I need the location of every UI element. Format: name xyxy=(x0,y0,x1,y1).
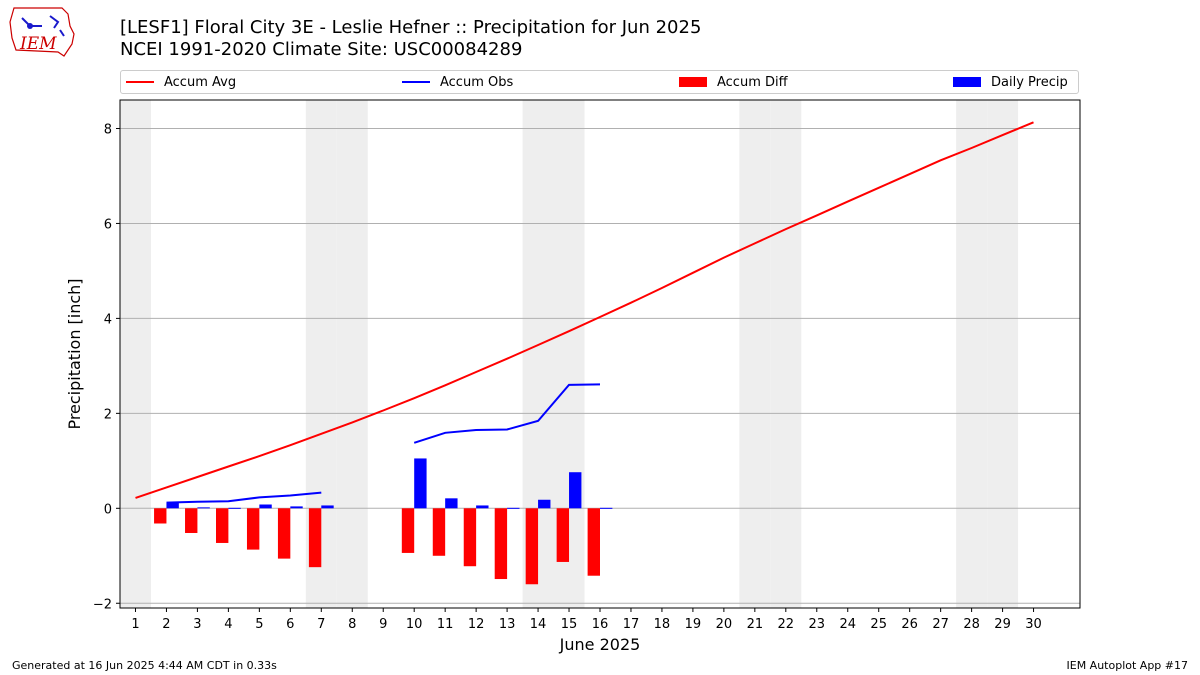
x-tick-label: 20 xyxy=(716,617,733,632)
daily-precip-bar xyxy=(228,507,241,509)
daily-precip-bar xyxy=(445,498,458,509)
x-tick-label: 29 xyxy=(994,617,1011,632)
x-tick-label: 11 xyxy=(437,617,454,632)
y-tick-label: 8 xyxy=(104,122,112,137)
weekend-band xyxy=(987,100,1019,608)
x-tick-label: 9 xyxy=(379,617,387,632)
legend-key xyxy=(126,81,154,83)
generated-timestamp: Generated at 16 Jun 2025 4:44 AM CDT in … xyxy=(12,659,277,672)
x-tick-label: 21 xyxy=(747,617,764,632)
daily-precip-bar xyxy=(569,472,582,509)
weekend-band xyxy=(739,100,771,608)
x-tick-label: 30 xyxy=(1025,617,1042,632)
accum-diff-bar xyxy=(432,508,446,556)
legend-key xyxy=(679,77,707,87)
x-tick-label: 22 xyxy=(778,617,795,632)
x-tick-label: 14 xyxy=(530,617,547,632)
x-tick-label: 6 xyxy=(286,617,294,632)
x-tick-label: 15 xyxy=(561,617,578,632)
x-tick-label: 19 xyxy=(685,617,702,632)
x-tick-label: 27 xyxy=(932,617,949,632)
weekend-band xyxy=(120,100,151,608)
x-tick-label: 23 xyxy=(809,617,826,632)
svg-text:IEM: IEM xyxy=(19,34,57,54)
weekend-band xyxy=(956,100,988,608)
x-tick-label: 2 xyxy=(162,617,170,632)
legend-label: Accum Avg xyxy=(164,74,237,90)
y-tick-label: 2 xyxy=(104,407,112,422)
accum-diff-bar xyxy=(277,508,291,559)
daily-precip-bar xyxy=(197,507,210,509)
chart-legend: Accum Avg Accum Obs Accum Diff Daily Precip xyxy=(120,70,1079,94)
accum-obs-line xyxy=(413,383,601,444)
accum-avg-line xyxy=(135,121,1034,499)
daily-precip-bar xyxy=(166,502,179,509)
legend-key xyxy=(402,81,430,83)
accum-diff-bar xyxy=(401,508,415,553)
accum-diff-bar xyxy=(185,508,198,533)
weekend-band xyxy=(770,100,802,608)
x-tick-label: 17 xyxy=(623,617,640,632)
legend-item: Daily Precip xyxy=(953,71,1068,93)
daily-precip-bar xyxy=(476,505,489,509)
x-tick-label: 24 xyxy=(839,617,856,632)
x-tick-label: 4 xyxy=(224,617,232,632)
chart-subtitle: NCEI 1991-2020 Climate Site: USC00084289 xyxy=(120,39,523,60)
accum-diff-bar xyxy=(154,508,167,524)
daily-precip-bar xyxy=(321,505,334,509)
x-tick-label: 5 xyxy=(255,617,263,632)
plot-frame xyxy=(119,99,1081,609)
x-tick-label: 18 xyxy=(654,617,671,632)
x-tick-label: 25 xyxy=(870,617,887,632)
x-tick-label: 13 xyxy=(499,617,516,632)
accum-obs-line xyxy=(166,491,322,504)
chart-title: [LESF1] Floral City 3E - Leslie Hefner :… xyxy=(120,17,702,38)
x-tick-label: 3 xyxy=(193,617,201,632)
daily-precip-bar xyxy=(538,499,551,509)
y-axis-label: Precipitation [inch] xyxy=(65,278,84,429)
y-tick-label: 4 xyxy=(104,312,112,327)
x-tick-label: 26 xyxy=(901,617,918,632)
app-credit: IEM Autoplot App #17 xyxy=(1066,659,1189,672)
x-tick-label: 8 xyxy=(348,617,356,632)
y-tick-label: 0 xyxy=(104,502,112,517)
accum-diff-bar xyxy=(556,508,570,562)
legend-label: Accum Obs xyxy=(440,74,514,90)
x-tick-label: 28 xyxy=(963,617,980,632)
daily-precip-bar xyxy=(414,458,427,509)
accum-diff-bar xyxy=(587,508,600,576)
daily-precip-bar xyxy=(600,507,613,509)
y-tick-label: −2 xyxy=(93,597,112,612)
weekend-band xyxy=(336,100,368,608)
x-tick-label: 16 xyxy=(592,617,609,632)
x-tick-label: 12 xyxy=(468,617,485,632)
daily-precip-bar xyxy=(259,504,272,509)
legend-label: Daily Precip xyxy=(991,74,1068,90)
legend-item: Accum Avg xyxy=(126,71,236,93)
legend-label: Accum Diff xyxy=(717,74,788,90)
daily-precip-bar xyxy=(507,507,520,509)
accum-diff-bar xyxy=(463,508,477,567)
x-tick-label: 1 xyxy=(131,617,139,632)
x-tick-label: 10 xyxy=(406,617,423,632)
x-axis-label: June 2025 xyxy=(559,635,641,654)
accum-diff-bar xyxy=(525,508,539,585)
accum-diff-bar xyxy=(494,508,508,580)
y-tick-label: 6 xyxy=(104,217,112,232)
x-tick-label: 7 xyxy=(317,617,325,632)
accum-diff-bar xyxy=(216,508,229,543)
iem-logo: IEM xyxy=(9,7,75,57)
legend-key xyxy=(953,77,981,87)
legend-item: Accum Diff xyxy=(679,71,788,93)
daily-precip-bar xyxy=(290,506,303,509)
accum-diff-bar xyxy=(308,508,322,568)
legend-item: Accum Obs xyxy=(402,71,513,93)
accum-diff-bar xyxy=(246,508,260,550)
